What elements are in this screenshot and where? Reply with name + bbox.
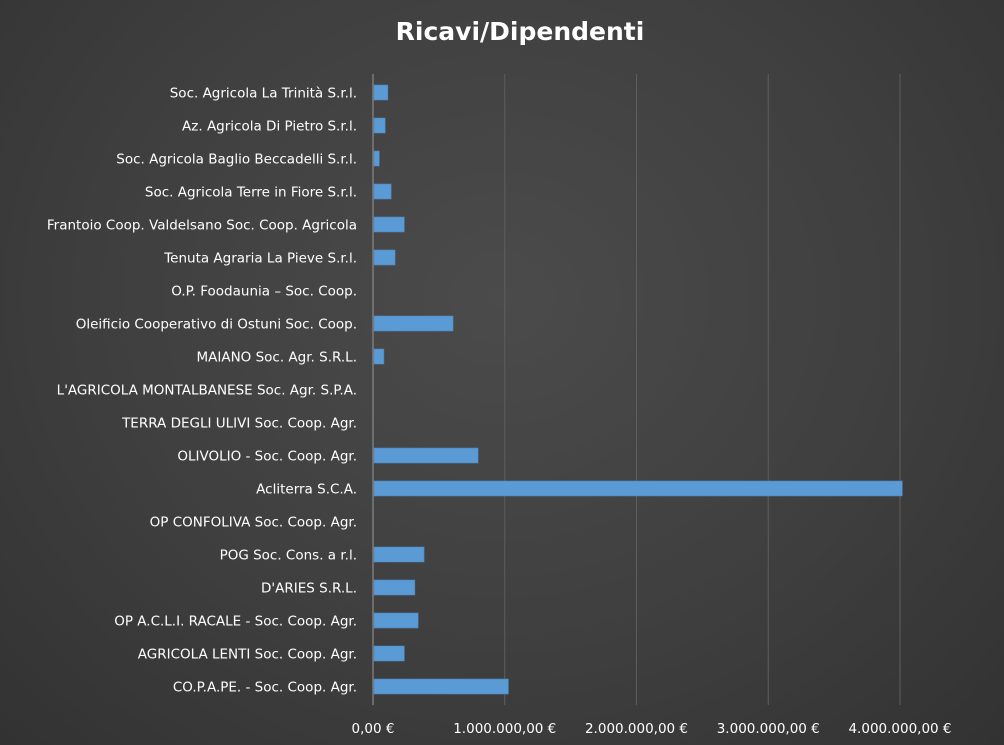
bar-4 [373,216,405,233]
bar-16 [373,612,419,629]
bar-0 [373,84,389,101]
category-label-0: Soc. Agricola La Trinità S.r.l. [170,86,357,102]
category-label-4: Frantoio Coop. Valdelsano Soc. Coop. Agr… [47,218,357,234]
category-label-1: Az. Agricola Di Pietro S.r.l. [182,119,357,135]
category-label-13: OP CONFOLIVA Soc. Coop. Agr. [150,515,357,531]
category-label-16: OP A.C.L.I. RACALE - Soc. Coop. Agr. [114,614,357,630]
category-label-6: O.P. Foodaunia – Soc. Coop. [171,284,357,300]
category-label-12: Acliterra S.C.A. [256,482,357,498]
bar-14 [373,546,425,563]
category-label-2: Soc. Agricola Baglio Beccadelli S.r.l. [116,152,357,168]
bars [373,84,903,695]
category-label-9: L'AGRICOLA MONTALBANESE Soc. Agr. S.P.A. [57,383,357,399]
x-tick-label-0: 0,00 € [352,721,395,737]
bar-3 [373,183,392,200]
x-tick-label-3: 3.000.000,00 € [717,721,820,737]
bar-5 [373,249,396,266]
bar-18 [373,678,509,695]
bar-11 [373,447,479,464]
category-label-8: MAIANO Soc. Agr. S.R.L. [196,350,357,366]
category-label-18: CO.P.A.PE. - Soc. Coop. Agr. [173,680,357,696]
category-label-11: OLIVOLIO - Soc. Coop. Agr. [177,449,357,465]
category-label-14: POG Soc. Cons. a r.l. [220,548,357,564]
bar-17 [373,645,405,662]
category-labels: Soc. Agricola La Trinità S.r.l. Az. Agric… [47,86,357,696]
category-label-17: AGRICOLA LENTI Soc. Coop. Agr. [138,647,357,663]
category-label-5: Tenuta Agraria La Pieve S.r.l. [163,251,357,267]
bar-7 [373,315,454,332]
x-tick-label-4: 4.000.000,00 € [848,721,951,737]
x-tick-labels: 0,00 € 1.000.000,00 € 2.000.000,00 € 3.000.… [352,721,952,737]
bar-1 [373,117,386,134]
bar-8 [373,348,385,365]
category-label-15: D'ARIES S.R.L. [261,581,357,597]
bar-2 [373,150,380,167]
x-tick-label-2: 2.000.000,00 € [585,721,688,737]
gridlines [504,74,901,705]
category-label-7: Oleificio Cooperativo di Ostuni Soc. Coo… [76,317,357,333]
bar-15 [373,579,416,596]
x-tick-label-1: 1.000.000,00 € [453,721,556,737]
bar-12 [373,480,903,497]
category-label-3: Soc. Agricola Terre in Fiore S.r.l. [145,185,357,201]
category-label-10: TERRA DEGLI ULIVI Soc. Coop. Agr. [121,416,357,432]
chart-title: Ricavi/Dipendenti [396,17,645,46]
